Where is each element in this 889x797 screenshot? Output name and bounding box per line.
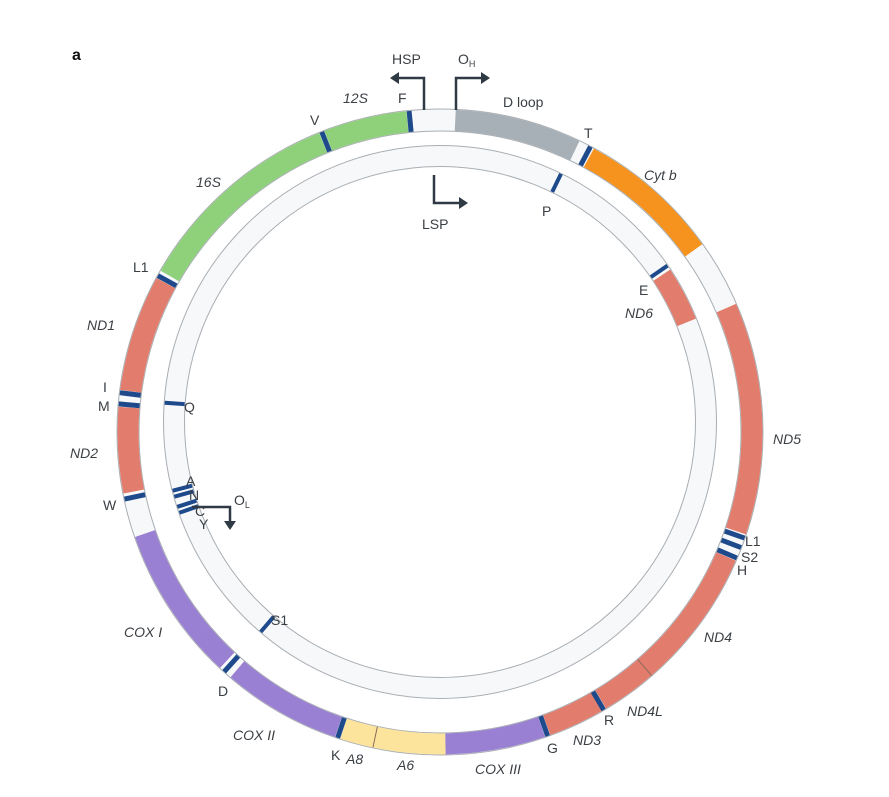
label-cox3: COX III	[475, 761, 521, 777]
trna-label-c: C	[195, 503, 205, 519]
trna-band-h	[716, 547, 738, 561]
gene-divider	[637, 659, 652, 676]
label-a6: A6	[396, 757, 414, 773]
trna-band-f	[406, 110, 414, 133]
gene-a6	[372, 726, 446, 755]
trna-label-y: Y	[199, 516, 209, 532]
trna-label-s2: S2	[741, 549, 758, 565]
trna-label-e: E	[639, 282, 648, 298]
trna-band-p	[550, 173, 563, 193]
panel-label: a	[72, 47, 81, 64]
trna-band-v	[319, 131, 332, 153]
lsp-arrow	[432, 175, 462, 205]
gene-nd4	[637, 552, 736, 676]
trna-label-i: I	[103, 379, 107, 395]
trna-label-w: W	[103, 497, 117, 513]
gene-nd2	[117, 406, 145, 494]
trna-band-s1	[259, 615, 276, 634]
gene-12s	[324, 111, 409, 151]
trna-label-l1-b: L1	[745, 533, 761, 549]
trna-band-d	[222, 654, 241, 674]
trna-label-r: R	[604, 712, 614, 728]
label-12s: 12S	[343, 90, 369, 106]
gene-nd4l	[595, 659, 652, 709]
lsp-label: LSP	[422, 216, 448, 232]
trna-label-t: T	[584, 125, 593, 141]
hsp-label: HSP	[392, 51, 421, 67]
label-nd4: ND4	[704, 629, 732, 645]
trna-band-s2	[720, 537, 742, 550]
trna-label-d: D	[218, 683, 228, 699]
gene-nd6	[653, 269, 696, 327]
hsp-arrow	[396, 76, 426, 110]
trna-label-g: G	[547, 740, 558, 756]
oh-arrow	[454, 76, 484, 110]
trna-band-l1	[156, 273, 178, 289]
trna-band-i	[119, 390, 142, 398]
trna-label-f: F	[398, 90, 407, 106]
lsp-arrow-head	[459, 197, 468, 209]
trna-label-v: V	[310, 112, 320, 128]
gene-nd5	[716, 303, 763, 535]
trna-label-h: H	[737, 562, 747, 578]
gene-16s	[160, 132, 328, 282]
ol-label: OL	[234, 492, 250, 510]
trna-band-n	[173, 489, 195, 499]
inner-ring-base	[164, 146, 716, 698]
gene-d-loop	[454, 109, 580, 161]
gene-a8	[340, 718, 378, 748]
trna-band-l1	[723, 528, 746, 541]
trna-band-t	[578, 145, 593, 167]
trna-band-e	[649, 264, 669, 279]
trna-band-k	[335, 717, 347, 739]
label-16s: 16S	[196, 174, 222, 190]
label-nd1: ND1	[87, 317, 115, 333]
trna-label-q: Q	[184, 399, 195, 415]
gene-divider	[372, 726, 378, 748]
label-nd6: ND6	[625, 305, 653, 321]
gene-nd1	[120, 278, 176, 393]
trna-band-m	[118, 401, 140, 409]
label-cox1: COX I	[124, 624, 162, 640]
oh-arrow-head	[481, 72, 490, 84]
label-nd3: ND3	[573, 732, 601, 748]
hsp-arrow-head	[390, 72, 399, 84]
trna-label-l1: L1	[133, 259, 149, 275]
label-nd5: ND5	[773, 431, 801, 447]
trna-label-n: N	[189, 487, 199, 503]
trna-label-s1: S1	[271, 612, 288, 628]
label-nd4l: ND4L	[627, 703, 663, 719]
label-nd2: ND2	[70, 445, 98, 461]
label-cytb: Cyt b	[644, 167, 677, 183]
label-cox2: COX II	[233, 727, 275, 743]
trna-band-g	[538, 715, 551, 737]
gene-cyt-b	[583, 148, 703, 257]
trna-band-c	[176, 498, 198, 509]
gene-cox-iii	[445, 717, 545, 755]
ol-arrow	[192, 505, 232, 524]
trna-band-r	[590, 690, 606, 712]
ol-arrow-head	[224, 521, 236, 530]
gene-nd3	[542, 691, 604, 736]
trna-band-a	[172, 483, 193, 493]
label-a8: A8	[345, 751, 363, 767]
trna-label-a: A	[186, 473, 196, 489]
trna-label-k: K	[331, 747, 341, 763]
label-dloop: D loop	[503, 94, 544, 110]
trna-band-w	[124, 492, 146, 502]
trna-band-q	[164, 400, 185, 407]
oh-label: OH	[458, 51, 475, 69]
gene-cox-i	[135, 530, 235, 668]
trna-label-m: M	[98, 398, 110, 414]
trna-label-p: P	[542, 203, 551, 219]
gene-cox-ii	[230, 661, 342, 737]
